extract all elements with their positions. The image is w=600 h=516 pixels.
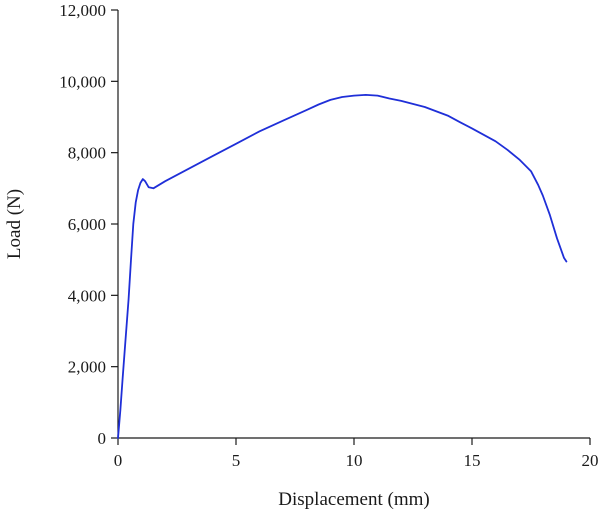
x-tick-label: 20: [582, 451, 599, 470]
y-tick-label: 4,000: [68, 286, 106, 305]
y-tick-label: 6,000: [68, 215, 106, 234]
y-tick-label: 10,000: [59, 72, 106, 91]
y-axis-label: Load (N): [4, 189, 25, 259]
x-tick-label: 0: [114, 451, 123, 470]
y-tick-label: 12,000: [59, 1, 106, 20]
x-axis-ticks: 0 5 10 15 20: [114, 438, 599, 470]
axes: [117, 10, 590, 439]
x-axis-label: Displacement (mm): [278, 489, 429, 510]
load-displacement-curve: [117, 94, 568, 439]
y-tick-label: 0: [98, 429, 107, 448]
y-tick-label: 8,000: [68, 144, 106, 163]
y-tick-label: 2,000: [68, 358, 106, 377]
x-tick-label: 15: [464, 451, 481, 470]
x-tick-label: 10: [346, 451, 363, 470]
y-axis-ticks: 0 2,000 4,000 6,000 8,000 10,000 12,000: [59, 1, 118, 448]
x-tick-label: 5: [232, 451, 241, 470]
